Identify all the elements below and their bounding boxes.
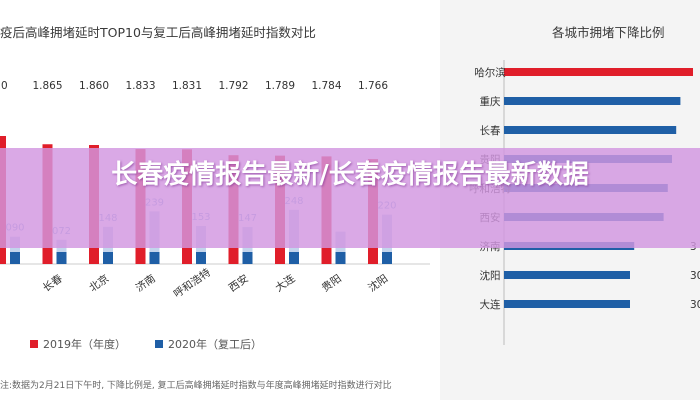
ytick-沈阳: 沈阳 (480, 269, 501, 282)
legend-label-2019: 2019年（年度） (43, 338, 126, 351)
xtick-贵阳: 贵阳 (319, 272, 344, 295)
legend-item-2019: 2019年（年度） (30, 336, 126, 352)
right-chart-title: 各城市拥堵下降比例 (552, 25, 665, 40)
xtick-长春: 长春 (41, 272, 65, 294)
hbar-重庆 (504, 97, 681, 105)
ytick-长春: 长春 (480, 125, 501, 137)
left-chart-legend: 2019年（年度） 2020年（复工后） (30, 336, 430, 352)
label-2019-北京: 1.860 (79, 80, 109, 92)
hbar-哈尔滨 (504, 68, 693, 76)
label-2019-长春: 1.865 (32, 80, 62, 92)
bar-2020-西安 (242, 252, 253, 264)
bar-2020-cap-长春 (56, 239, 67, 264)
bar-2020-济南 (149, 252, 160, 264)
bar-2020-长春 (56, 252, 67, 264)
label-2019-贵阳: 1.784 (311, 80, 341, 92)
bar-2020-呼和浩特 (196, 252, 206, 264)
label-2019-呼和浩特: 1.831 (172, 80, 202, 92)
label-2019-沈阳: 1.766 (358, 80, 388, 92)
xtick-呼和浩特: 呼和浩特 (172, 266, 214, 300)
hbar-大连 (504, 300, 630, 308)
xtick-北京: 北京 (87, 272, 112, 295)
label-2019-哈尔滨: 20 (0, 80, 8, 92)
xtick-西安: 西安 (226, 272, 251, 295)
banner-title: 长春疫情报告最新/长春疫情报告最新数据 (111, 160, 589, 190)
xtick-大连: 大连 (273, 271, 298, 294)
legend-label-2020: 2020年（复工后） (168, 338, 262, 351)
label-2019-济南: 1.833 (125, 80, 155, 92)
legend-swatch-2020 (155, 340, 163, 348)
legend-swatch-2019 (30, 340, 38, 348)
bar-2020-贵阳 (335, 252, 346, 264)
label-2019-西安: 1.792 (218, 80, 248, 92)
label-2019-大连: 1.789 (265, 80, 295, 92)
xtick-沈阳: 沈阳 (366, 272, 391, 295)
left-chart-title: 疫后高峰拥堵延时TOP10与复工后高峰拥堵延时指数对比 (0, 25, 316, 40)
ytick-重庆: 重庆 (480, 95, 501, 108)
ytick-哈尔滨: 哈尔滨 (474, 66, 506, 79)
hbar-沈阳 (504, 271, 630, 279)
bar-2020-北京 (103, 252, 113, 264)
bar-2020-cap-哈尔滨 (10, 236, 20, 264)
ytick-大连: 大连 (480, 298, 501, 311)
title-banner: 长春疫情报告最新/长春疫情报告最新数据 (0, 148, 700, 248)
xtick-济南: 济南 (133, 272, 158, 295)
hbar-value-沈阳: 30 (690, 270, 700, 282)
legend-item-2020: 2020年（复工后） (155, 336, 262, 352)
footnote: 注:数据为2月21日下午时, 下降比例是, 复工后高峰拥堵延时指数与年度高峰拥堵… (0, 381, 392, 391)
bar-2020-哈尔滨 (10, 252, 20, 264)
bar-2020-沈阳 (382, 252, 392, 264)
hbar-value-大连: 30 (690, 299, 700, 311)
bar-2020-大连 (289, 252, 299, 264)
hbar-长春 (504, 126, 677, 134)
